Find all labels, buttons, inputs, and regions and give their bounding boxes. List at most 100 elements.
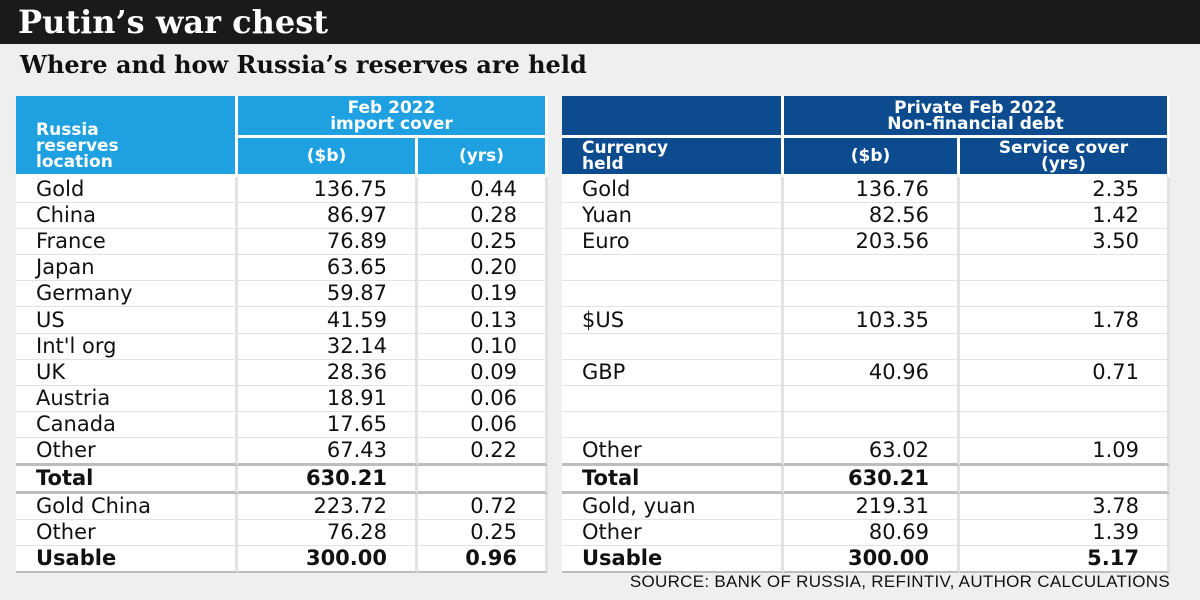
- row-label: Canada: [16, 411, 238, 438]
- cell-value: [418, 466, 549, 495]
- table-row: [562, 385, 1170, 412]
- cell-value: 0.44: [418, 177, 549, 204]
- cell-value: 0.25: [418, 520, 549, 547]
- cell-value: 1.39: [960, 520, 1170, 547]
- cell-value: 0.22: [418, 437, 549, 467]
- row-label: Usable: [562, 546, 784, 574]
- row-label: Gold, yuan: [562, 494, 784, 521]
- table-row: Euro 203.56 3.50: [562, 229, 1170, 256]
- cell-value: 1.78: [960, 307, 1170, 334]
- table-row: Germany 59.87 0.19: [16, 281, 549, 308]
- reserves-location-table: Russia reserves location Feb 2022 import…: [16, 96, 549, 574]
- table-row: Int'l org 32.14 0.10: [16, 333, 549, 360]
- cell-value: 103.35: [784, 307, 960, 334]
- row-label: [562, 411, 784, 438]
- import-cover-header: Feb 2022 import cover: [238, 96, 549, 138]
- table-row: Usable 300.00 0.96: [16, 546, 549, 574]
- row-label: UK: [16, 359, 238, 386]
- table-row: Gold 136.75 0.44: [16, 177, 549, 204]
- cell-value: [960, 281, 1170, 308]
- cell-value: 0.06: [418, 385, 549, 412]
- cell-value: 0.71: [960, 359, 1170, 386]
- cell-value: 3.78: [960, 494, 1170, 521]
- right-col-service-cover: Service cover (yrs): [960, 138, 1170, 177]
- cell-value: 76.89: [238, 229, 418, 256]
- row-label: France: [16, 229, 238, 256]
- table-row: China 86.97 0.28: [16, 203, 549, 230]
- table-row: [562, 281, 1170, 308]
- location-header: Russia reserves location: [16, 96, 238, 177]
- cell-value: 0.25: [418, 229, 549, 256]
- cell-value: [960, 255, 1170, 282]
- row-label: Total: [16, 466, 238, 495]
- cell-value: 223.72: [238, 494, 418, 521]
- cell-value: [960, 385, 1170, 412]
- left-col-billions: ($b): [238, 138, 418, 177]
- right-col-billions: ($b): [784, 138, 960, 177]
- cell-value: 0.10: [418, 333, 549, 360]
- cell-value: 80.69: [784, 520, 960, 547]
- cell-value: 630.21: [784, 466, 960, 495]
- row-label: Int'l org: [16, 333, 238, 360]
- row-label: [562, 385, 784, 412]
- table-row: Other 76.28 0.25: [16, 520, 549, 547]
- row-label: Other: [16, 437, 238, 467]
- right-table-body: Gold 136.76 2.35 Yuan 82.56 1.42 Euro 203.56 3.5…: [562, 177, 1170, 574]
- row-label: $US: [562, 307, 784, 334]
- cell-value: 63.65: [238, 255, 418, 282]
- row-label: US: [16, 307, 238, 334]
- non-financial-debt-header: Private Feb 2022 Non-financial debt: [784, 96, 1170, 138]
- cell-value: 2.35: [960, 177, 1170, 204]
- right-blank-header: [562, 96, 784, 138]
- row-label: Japan: [16, 255, 238, 282]
- cell-value: 1.09: [960, 437, 1170, 467]
- row-label: GBP: [562, 359, 784, 386]
- table-row: UK 28.36 0.09: [16, 359, 549, 386]
- table-row: Other 67.43 0.22: [16, 437, 549, 467]
- cell-value: 41.59: [238, 307, 418, 334]
- table-row: Total 630.21: [16, 466, 549, 495]
- row-label: Gold: [16, 177, 238, 204]
- cell-value: 3.50: [960, 229, 1170, 256]
- table-row: Other 63.02 1.09: [562, 437, 1170, 467]
- cell-value: 67.43: [238, 437, 418, 467]
- table-row: [562, 333, 1170, 360]
- table-row: Yuan 82.56 1.42: [562, 203, 1170, 230]
- cell-value: 32.14: [238, 333, 418, 360]
- cell-value: [960, 466, 1170, 495]
- cell-value: 59.87: [238, 281, 418, 308]
- cell-value: [784, 333, 960, 360]
- cell-value: 82.56: [784, 203, 960, 230]
- row-label: [562, 255, 784, 282]
- row-label: Germany: [16, 281, 238, 308]
- cell-value: 63.02: [784, 437, 960, 467]
- title-bar: Putin’s war chest: [0, 0, 1200, 44]
- row-label: Austria: [16, 385, 238, 412]
- cell-value: 0.72: [418, 494, 549, 521]
- cell-value: 5.17: [960, 546, 1170, 574]
- row-label: Other: [562, 437, 784, 467]
- cell-value: 76.28: [238, 520, 418, 547]
- table-row: Japan 63.65 0.20: [16, 255, 549, 282]
- page-subtitle: Where and how Russia’s reserves are held: [20, 50, 587, 79]
- row-label: [562, 333, 784, 360]
- cell-value: 0.28: [418, 203, 549, 230]
- row-label: Total: [562, 466, 784, 495]
- cell-value: 0.96: [418, 546, 549, 574]
- cell-value: [960, 333, 1170, 360]
- cell-value: [784, 255, 960, 282]
- cell-value: 1.42: [960, 203, 1170, 230]
- table-row: Austria 18.91 0.06: [16, 385, 549, 412]
- cell-value: 300.00: [238, 546, 418, 574]
- table-row: GBP 40.96 0.71: [562, 359, 1170, 386]
- row-label: Other: [16, 520, 238, 547]
- row-label: Euro: [562, 229, 784, 256]
- cell-value: 136.76: [784, 177, 960, 204]
- table-row: $US 103.35 1.78: [562, 307, 1170, 334]
- table-row: France 76.89 0.25: [16, 229, 549, 256]
- cell-value: 40.96: [784, 359, 960, 386]
- row-label: Yuan: [562, 203, 784, 230]
- cell-value: 18.91: [238, 385, 418, 412]
- table-row: Total 630.21: [562, 466, 1170, 495]
- table-row: Other 80.69 1.39: [562, 520, 1170, 547]
